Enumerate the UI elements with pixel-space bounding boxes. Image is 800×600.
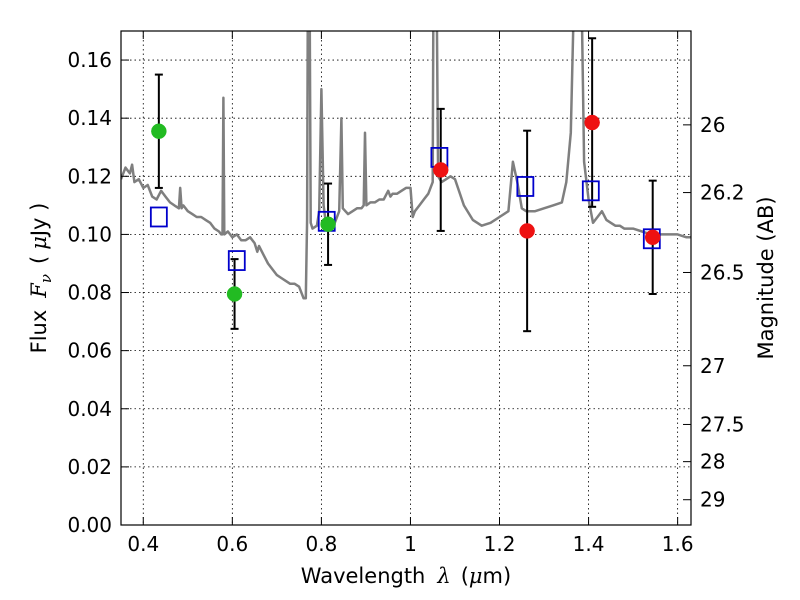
red-circle-marker — [432, 162, 449, 178]
axis-ticks: 0.4 0.6 0.8 1 1.2 1.4 1.6 0.00 0.02 0.04 0.06 0.08 0… — [67, 31, 745, 556]
blue-square-marker — [516, 176, 535, 197]
data-markers — [149, 114, 661, 302]
x-axis-label: Wavelength λ (μm) — [301, 564, 511, 588]
x-axis-label-unit-close: m) — [483, 564, 512, 588]
y-tick-label: 0.10 — [67, 222, 112, 246]
y-tick-label: 0.04 — [67, 397, 112, 421]
red-circle-marker — [644, 229, 661, 246]
green-circle-marker — [151, 123, 167, 140]
y-tick-label: 0.00 — [67, 513, 112, 537]
y-axis-label-subscript: ν — [37, 274, 55, 283]
y-axis-label-symbol: F — [27, 282, 51, 299]
y2-tick-label: 29 — [700, 488, 725, 512]
green-circle-marker — [320, 216, 336, 232]
red-circle-marker — [519, 223, 535, 239]
x-tick-label: 1.4 — [573, 532, 605, 556]
y-axis-label-unit-mu: μ — [27, 236, 51, 250]
green-circle-marker — [226, 286, 243, 302]
x-axis-label-text: Wavelength — [301, 564, 426, 588]
grid — [121, 31, 691, 526]
y-axis-label-text: Flux — [27, 310, 51, 354]
plot-frame — [120, 30, 692, 526]
x-axis-label-unit-open: ( — [461, 564, 469, 588]
x-tick-label: 1.2 — [484, 532, 516, 556]
y2-tick-label: 27 — [700, 354, 725, 378]
y2-tick-label: 27.5 — [700, 412, 745, 436]
y2-tick-label: 26 — [700, 113, 725, 137]
x-tick-label: 0.8 — [305, 532, 337, 556]
y-axis-label-unit-open: ( — [27, 256, 51, 264]
x-tick-label: 1 — [404, 532, 417, 556]
model-spectrum — [121, 31, 691, 300]
blue-square-marker — [581, 180, 600, 202]
x-tick-label: 1.6 — [662, 532, 694, 556]
y-axis-label-unit-close: Jy ) — [27, 203, 51, 239]
x-tick-label: 0.6 — [216, 532, 248, 556]
red-circle-marker — [584, 114, 600, 131]
y-tick-label: 0.02 — [67, 455, 112, 479]
y-axis-label: Flux Fν ( μJy ) — [27, 203, 55, 354]
error-bars — [154, 37, 657, 333]
y-tick-label: 0.14 — [67, 106, 112, 130]
y-tick-label: 0.08 — [67, 281, 112, 305]
y2-tick-label: 28 — [700, 450, 725, 474]
y2-axis-label: Magnitude (AB) — [754, 196, 778, 359]
x-axis-label-unit-mu: μ — [469, 564, 483, 588]
y-tick-label: 0.12 — [67, 164, 112, 188]
y2-tick-label: 26.2 — [700, 181, 745, 205]
y-tick-label: 0.16 — [67, 48, 112, 72]
blue-square-marker — [149, 206, 168, 228]
model-spectrum-line — [121, 31, 691, 300]
x-axis-label-symbol: λ — [436, 564, 450, 588]
y-tick-label: 0.06 — [67, 339, 112, 363]
blue-square-marker — [227, 250, 246, 271]
y2-tick-label: 26.5 — [700, 260, 745, 284]
x-tick-label: 0.4 — [127, 532, 159, 556]
